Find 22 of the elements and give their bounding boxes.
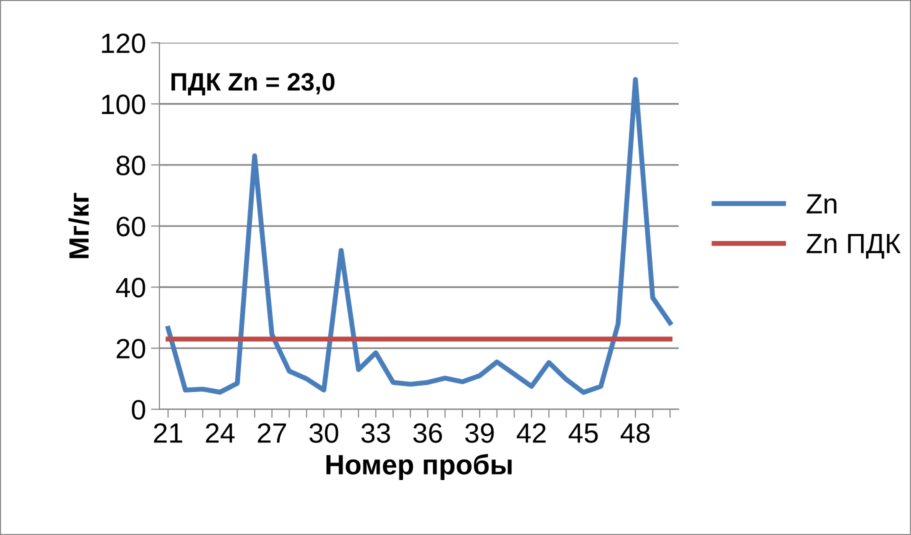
y-tick-label: 80	[116, 156, 146, 176]
x-tick-label: 45	[568, 423, 598, 443]
x-axis-title: Номер пробы	[326, 454, 512, 480]
x-tick-label: 36	[413, 423, 442, 443]
y-tick-label: 120	[102, 33, 146, 54]
x-tick-label: 30	[309, 423, 338, 443]
y-tick-label: 40	[116, 278, 146, 298]
x-tick-label: 24	[206, 423, 235, 443]
y-tick-label: 100	[102, 94, 146, 114]
x-tick-label: 33	[361, 423, 390, 443]
legend-label: Zn	[806, 194, 836, 214]
y-tick-label: 0	[132, 400, 146, 420]
y-tick-label: 60	[116, 216, 146, 236]
x-tick-label: 39	[465, 423, 494, 443]
legend-label: Zn ПДК	[806, 234, 901, 259]
x-tick-label: 21	[154, 423, 182, 443]
x-tick-label: 48	[620, 423, 650, 443]
y-axis-title: Мг/кг	[68, 192, 90, 258]
x-tick-label: 27	[258, 423, 286, 443]
annotation: ПДК Zn = 23,0	[171, 72, 334, 96]
x-tick-label: 42	[516, 423, 546, 443]
y-tick-label: 20	[116, 338, 146, 359]
